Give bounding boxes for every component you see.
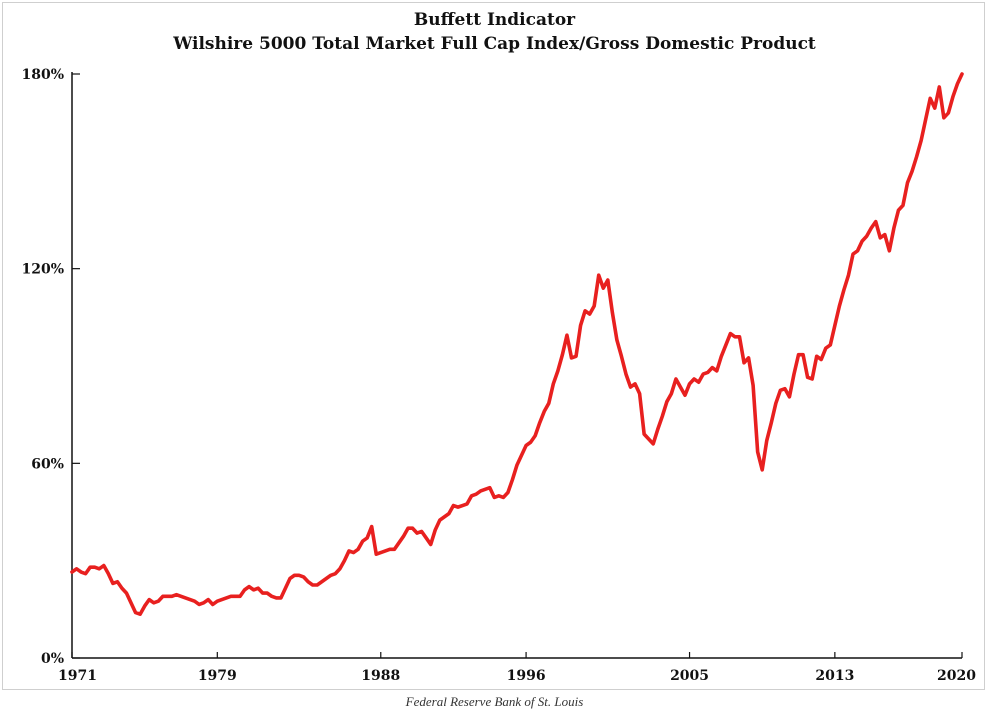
- x-tick-label: 1971: [58, 668, 97, 684]
- chart-subtitle: Wilshire 5000 Total Market Full Cap Inde…: [173, 34, 816, 54]
- source-caption: Federal Reserve Bank of St. Louis: [405, 694, 584, 709]
- x-ticks: 1971 1979 1988 1996 2005 2013 2020: [58, 652, 976, 684]
- y-tick-label: 60%: [31, 456, 64, 472]
- series-group: [70, 72, 964, 617]
- y-tick-label: 180%: [21, 67, 64, 83]
- x-tick-label: 2013: [815, 668, 854, 684]
- x-tick-label: 2020: [937, 668, 976, 684]
- chart-frame: [2, 2, 985, 690]
- series-line-buffett-indicator: [70, 72, 964, 617]
- x-tick-label: 1988: [361, 668, 400, 684]
- y-ticks: 0% 60% 120% 180%: [21, 67, 80, 667]
- axes: [71, 72, 962, 659]
- chart-title: Buffett Indicator: [413, 10, 576, 30]
- x-tick-label: 2005: [670, 668, 709, 684]
- x-tick-label: 1979: [198, 668, 237, 684]
- y-tick-label: 120%: [21, 262, 64, 278]
- y-tick-label: 0%: [41, 651, 64, 667]
- x-tick-label: 1996: [507, 668, 546, 684]
